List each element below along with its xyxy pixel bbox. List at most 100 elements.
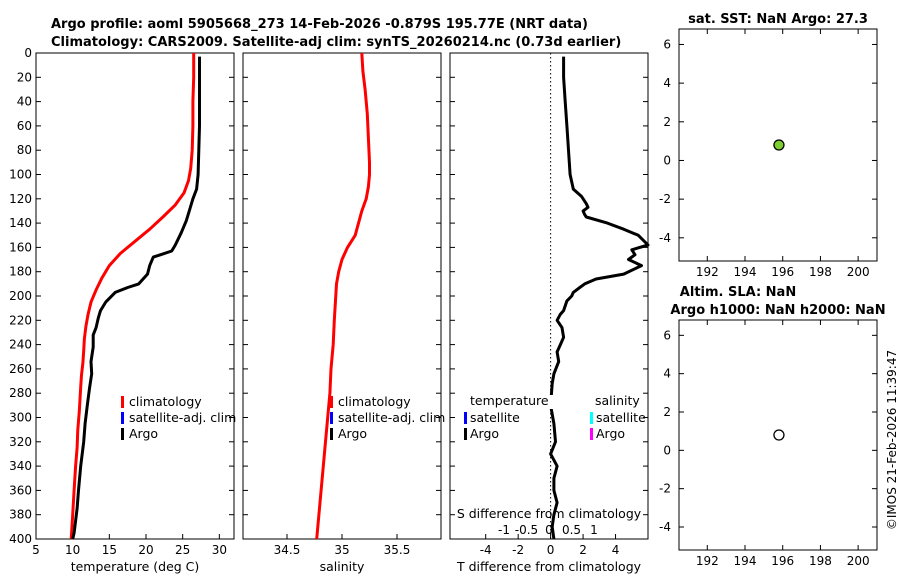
- y-tick-label: 240: [9, 338, 32, 352]
- plot-area: [678, 319, 878, 551]
- y-tick-label: -2: [659, 482, 671, 496]
- sla-panel: 192 194 196 198 200 -4 -2 0 2 4 6: [659, 319, 878, 568]
- legend-label-temp-argo: Argo: [470, 426, 499, 441]
- legend-label-argo: Argo: [338, 426, 367, 441]
- x-tick-label: 10: [65, 543, 80, 557]
- y-tick-label: 6: [663, 328, 671, 342]
- sst-panel: 192 194 196 198 200 -4 -2 0 2 4 6: [659, 28, 878, 279]
- data-point: [773, 429, 785, 441]
- legend-swatch-sal-argo: [590, 428, 593, 440]
- y-tick-label: 360: [9, 483, 32, 497]
- y-tick-label: -4: [659, 231, 671, 245]
- y-tick-label: 40: [17, 95, 32, 109]
- y-tick-label: 200: [9, 289, 32, 303]
- x-tick-label: 2: [579, 543, 587, 557]
- y-tick-label: 180: [9, 265, 32, 279]
- y-tick-label: 60: [17, 119, 32, 133]
- x-tick-label: 200: [847, 554, 870, 568]
- y-tick-label: 300: [9, 411, 32, 425]
- x-tick-label: 192: [696, 265, 719, 279]
- secondary-x-tick-label: 1: [590, 523, 598, 537]
- y-tick-label: 120: [9, 192, 32, 206]
- legend-label-satellite: satellite-adj. clim: [338, 410, 445, 425]
- legend-label-satellite: satellite-adj. clim: [129, 410, 236, 425]
- y-tick-label: 260: [9, 362, 32, 376]
- figure-title-line2: Climatology: CARS2009. Satellite-adj cli…: [51, 35, 621, 50]
- y-tick-label: 380: [9, 508, 32, 522]
- salinity-legend: climatology satellite-adj. clim Argo: [330, 394, 445, 441]
- x-tick-label: 192: [696, 554, 719, 568]
- x-tick-label: 198: [809, 265, 832, 279]
- temperature-legend: climatology satellite-adj. clim Argo: [121, 394, 236, 441]
- y-tick-label: 6: [663, 37, 671, 51]
- legend-label-sal-satellite: satellite: [596, 410, 646, 425]
- y-tick-label: 0: [663, 443, 671, 457]
- x-tick-label: 4: [612, 543, 620, 557]
- legend-swatch-satellite: [330, 412, 333, 424]
- figure-title-line1: Argo profile: aoml 5905668_273 14-Feb-20…: [51, 17, 588, 32]
- x-tick-label: 35: [334, 543, 349, 557]
- x-tick-label: 20: [138, 543, 153, 557]
- climatology-line: [69, 53, 196, 540]
- legend-swatch-climatology: [121, 396, 124, 408]
- legend-swatch-argo: [121, 428, 124, 440]
- x-tick-label: 200: [847, 265, 870, 279]
- x-tick-label: 196: [771, 265, 794, 279]
- argo-temperature-diff-line: [549, 56, 650, 540]
- x-axis-label: T difference from climatology: [456, 559, 642, 574]
- secondary-x-tick-label: -0.5: [515, 523, 538, 537]
- legend-label-sal-argo: Argo: [596, 426, 625, 441]
- y-tick-label: -2: [659, 192, 671, 206]
- data-point: [773, 139, 785, 151]
- legend-heading-temperature: temperature: [470, 393, 549, 408]
- x-tick-label: 30: [212, 543, 227, 557]
- secondary-x-tick-label: -1: [498, 523, 510, 537]
- x-tick-label: 0: [547, 543, 555, 557]
- x-tick-label: 15: [102, 543, 117, 557]
- plot-area: [678, 28, 878, 262]
- legend-heading-salinity: salinity: [595, 393, 640, 408]
- y-tick-label: 0: [24, 46, 32, 60]
- x-tick-label: 198: [809, 554, 832, 568]
- x-tick-label: 35.5: [384, 543, 411, 557]
- x-axis-label: salinity: [320, 559, 365, 574]
- y-tick-label: 220: [9, 313, 32, 327]
- legend-swatch-sal-satellite: [590, 412, 593, 424]
- secondary-x-axis-label: S difference from climatology: [457, 506, 642, 521]
- x-tick-label: 34.5: [274, 543, 301, 557]
- legend-background: [468, 395, 554, 409]
- x-tick-label: -2: [512, 543, 524, 557]
- legend-label-argo: Argo: [129, 426, 158, 441]
- climatology-line: [315, 52, 371, 540]
- plot-area: [35, 52, 235, 540]
- difference-legend: temperature satellite Argo salinity sate…: [464, 393, 646, 441]
- y-tick-label: 280: [9, 386, 32, 400]
- secondary-x-tick-label: 0.5: [562, 523, 581, 537]
- legend-label-climatology: climatology: [338, 394, 411, 409]
- sla-panel-title-line1: Altim. SLA: NaN: [680, 285, 796, 300]
- y-tick-label: 4: [663, 76, 671, 90]
- y-tick-label: 400: [9, 532, 32, 546]
- x-tick-label: 196: [771, 554, 794, 568]
- y-tick-label: 340: [9, 459, 32, 473]
- plot-area: [242, 52, 442, 540]
- salinity-panel: 34.5 35 35.5 salinity: [242, 52, 442, 574]
- temperature-panel: 0 20 40 60 80 100 120 140 160 180 200 220 240 260 280 3…: [9, 46, 235, 574]
- secondary-x-tick-label: 0: [545, 523, 553, 537]
- x-tick-label: 5: [32, 543, 40, 557]
- y-tick-label: 100: [9, 168, 32, 182]
- y-tick-label: 2: [663, 405, 671, 419]
- legend-label-climatology: climatology: [129, 394, 202, 409]
- x-tick-label: 194: [734, 265, 757, 279]
- legend-label-temp-satellite: satellite: [470, 410, 520, 425]
- sst-panel-title: sat. SST: NaN Argo: 27.3: [688, 12, 868, 27]
- legend-swatch-argo: [330, 428, 333, 440]
- imos-watermark: ©IMOS 21-Feb-2026 11:39:47: [885, 350, 899, 530]
- y-tick-label: 2: [663, 115, 671, 129]
- difference-panel: -4 -2 0 2 4 S difference from climatology -1 -0…: [449, 52, 650, 574]
- plot-area: [449, 52, 649, 540]
- legend-swatch-temp-argo: [464, 428, 467, 440]
- x-tick-label: 25: [175, 543, 190, 557]
- x-tick-label: 194: [734, 554, 757, 568]
